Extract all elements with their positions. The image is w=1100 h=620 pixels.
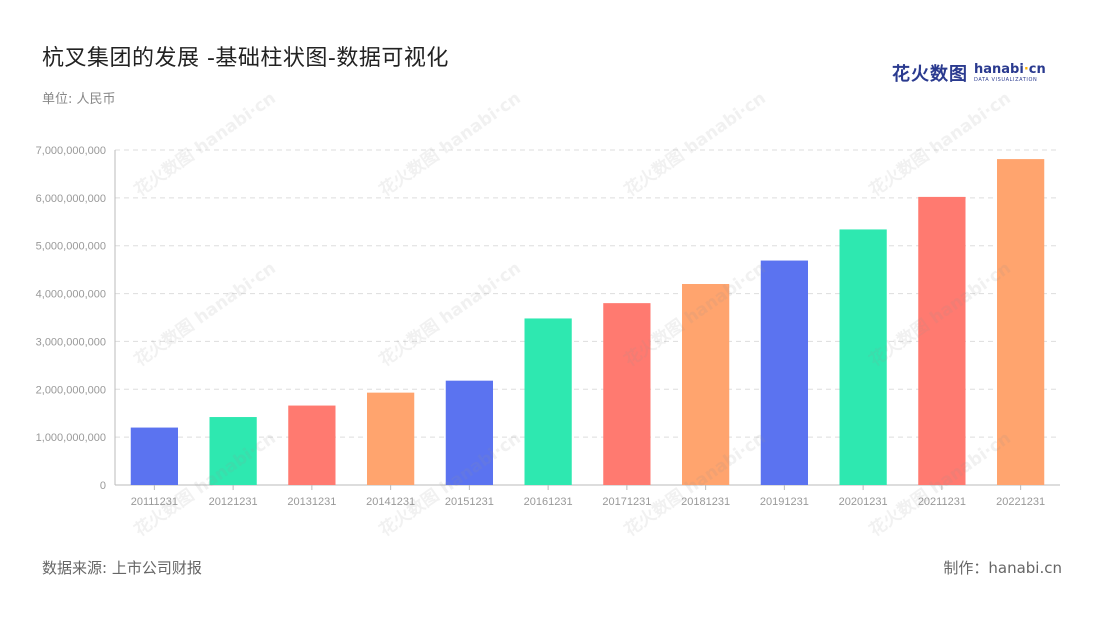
y-tick-label: 1,000,000,000: [36, 432, 106, 444]
y-tick-label: 5,000,000,000: [36, 241, 106, 253]
x-tick-label: 20221231: [996, 496, 1045, 508]
chart-title: 杭叉集团的发展 -基础柱状图-数据可视化: [42, 46, 449, 71]
bar: [760, 260, 808, 485]
y-tick-label: 2,000,000,000: [36, 384, 106, 396]
x-tick-label: 20201231: [839, 496, 888, 508]
logo-subtitle: DATA VISUALIZATION: [974, 77, 1038, 83]
x-tick-label: 20141231: [366, 496, 415, 508]
logo-en: hanabi·cn: [974, 62, 1046, 77]
x-tick-label: 20181231: [681, 496, 730, 508]
logo-side: hanabi·cn DATA VISUALIZATION: [974, 63, 1046, 83]
x-tick-label: 20161231: [524, 496, 573, 508]
x-tick-label: 20151231: [445, 496, 494, 508]
bar: [839, 229, 887, 485]
unit-label: 单位: 人民币: [42, 92, 116, 107]
data-source: 数据来源: 上市公司财报: [42, 559, 202, 577]
x-tick-label: 20191231: [760, 496, 809, 508]
credit: 制作：hanabi.cn: [943, 559, 1062, 577]
bar: [445, 380, 493, 485]
x-tick-label: 20171231: [602, 496, 651, 508]
bar: [130, 427, 178, 485]
bar: [918, 196, 966, 485]
x-tick-label: 20111231: [131, 496, 178, 508]
y-tick-label: 0: [100, 480, 106, 492]
bar: [209, 417, 257, 485]
x-tick-label: 20131231: [287, 496, 336, 508]
bar: [288, 405, 336, 485]
y-tick-label: 6,000,000,000: [36, 193, 106, 205]
hanabi-logo: 花火数图 hanabi·cn DATA VISUALIZATION: [892, 60, 1046, 86]
x-tick-label: 20211231: [918, 496, 966, 508]
y-tick-label: 7,000,000,000: [36, 145, 106, 157]
bar: [997, 159, 1045, 486]
x-tick-label: 20121231: [209, 496, 258, 508]
logo-text: 花火数图: [892, 64, 968, 85]
bar: [603, 303, 651, 485]
y-tick-label: 3,000,000,000: [36, 336, 106, 348]
bar: [524, 318, 572, 485]
bar: [367, 392, 415, 485]
y-tick-label: 4,000,000,000: [36, 289, 106, 301]
bar: [682, 284, 730, 485]
